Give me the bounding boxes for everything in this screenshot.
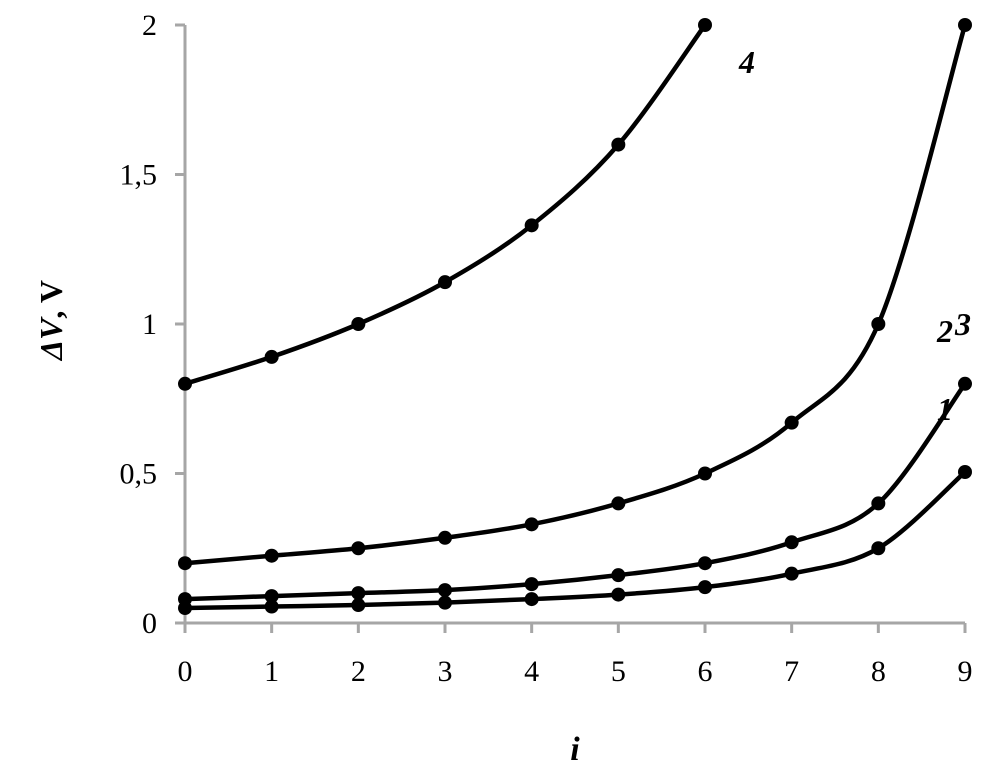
series-4-line — [182, 22, 708, 387]
series-4-point — [438, 275, 452, 290]
series-2-point — [438, 583, 452, 598]
series-1-point — [438, 595, 452, 610]
series-3-point — [958, 18, 972, 32]
y-tick-label: 1 — [142, 308, 157, 341]
series-1-point — [871, 541, 886, 556]
x-tick-label: 8 — [871, 655, 886, 688]
x-tick-label: 3 — [438, 655, 453, 688]
x-tick-label: 4 — [524, 655, 539, 688]
series-3-point — [264, 548, 279, 563]
series-2-point — [611, 568, 626, 583]
series-4-point — [351, 317, 366, 331]
ticks: 00,511,520 1 2 3 4 5 6 7 8 9 — [120, 9, 973, 688]
series-2-point — [958, 376, 972, 391]
series-1-point — [351, 598, 366, 613]
series-4-point — [264, 349, 279, 364]
series-3-point — [351, 541, 366, 556]
series-2-point — [351, 586, 366, 601]
series-1-label: 1 — [937, 391, 953, 427]
series-3-point — [178, 556, 192, 571]
x-axis-title: i — [570, 731, 580, 768]
series-3-point — [871, 317, 886, 331]
series-3-point — [784, 415, 799, 430]
axes — [183, 25, 965, 625]
series-2-line — [182, 381, 968, 602]
series-3-label: 3 — [954, 306, 971, 342]
series-1-point — [784, 566, 799, 581]
series-4-point — [178, 376, 192, 391]
y-axis-title-symbol: ΔV — [33, 316, 69, 362]
curves — [182, 22, 968, 611]
series-2-point — [698, 556, 712, 571]
y-tick-label: 0,5 — [120, 458, 158, 491]
series-4-label: 4 — [738, 44, 755, 80]
series-3-point — [524, 517, 539, 532]
series-3-point — [438, 530, 452, 545]
series-2-point — [784, 535, 799, 550]
series-1-point — [611, 587, 626, 602]
y-tick-label: 1,5 — [120, 159, 158, 192]
series-4-point — [698, 18, 712, 32]
x-tick-label: 9 — [958, 655, 973, 688]
series-2-point — [178, 592, 192, 607]
series-1-point — [958, 465, 972, 480]
points — [178, 18, 972, 616]
x-tick-label: 1 — [264, 655, 279, 688]
x-tick-label: 5 — [611, 655, 626, 688]
series-2-point — [871, 496, 886, 511]
y-axis-title-unit: , V — [33, 280, 69, 319]
x-tick-label: 2 — [351, 655, 366, 688]
series-labels: 1 2 3 4 — [738, 44, 971, 427]
series-4-point — [611, 137, 626, 152]
series-1-line — [182, 469, 968, 611]
y-tick-label: 0 — [142, 607, 157, 640]
x-tick-label: 7 — [784, 655, 799, 688]
series-1-point — [698, 580, 712, 595]
y-axis-title: ΔV, V — [33, 280, 69, 362]
y-tick-label: 2 — [142, 9, 157, 42]
series-1-point — [264, 599, 279, 614]
x-tick-label: 6 — [698, 655, 713, 688]
x-tick-label: 0 — [178, 655, 193, 688]
series-2-point — [524, 577, 539, 592]
series-1-point — [524, 592, 539, 607]
series-3-point — [698, 466, 712, 481]
series-3-line — [182, 22, 968, 566]
series-3-point — [611, 496, 626, 511]
series-2-label: 2 — [936, 313, 953, 349]
series-2-point — [264, 589, 279, 604]
series-4-point — [524, 218, 539, 233]
